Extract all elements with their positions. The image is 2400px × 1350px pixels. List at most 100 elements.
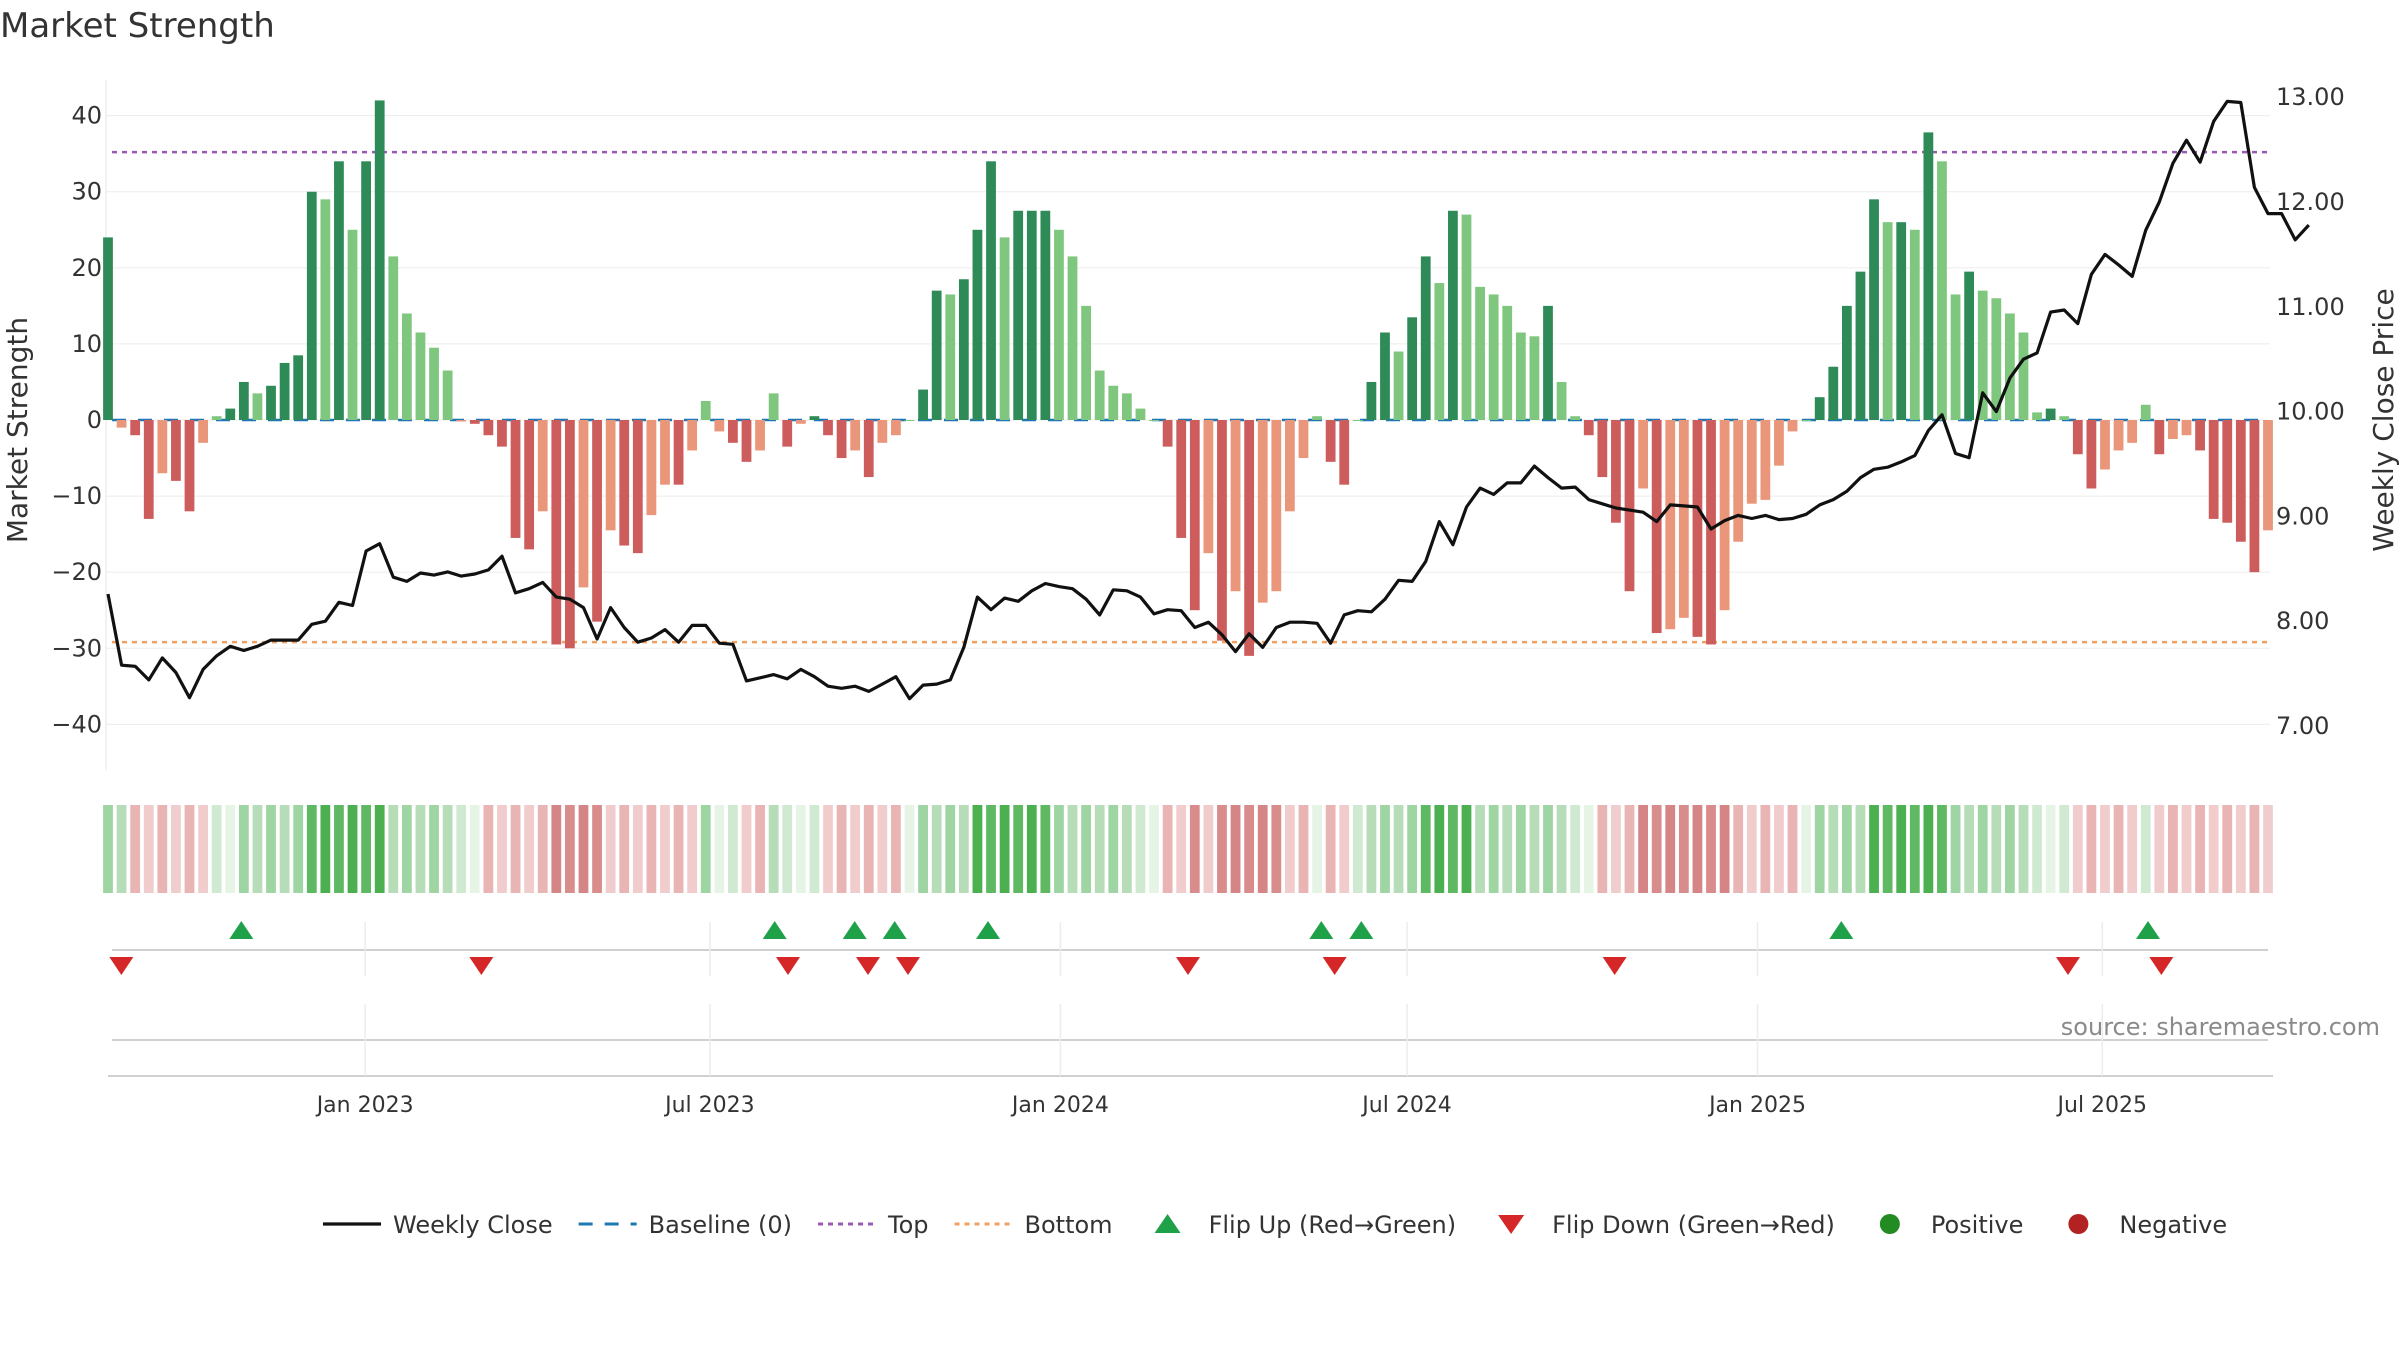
strip-cell: [537, 805, 548, 893]
strip-cell: [687, 805, 698, 893]
legend-label: Baseline (0): [649, 1211, 792, 1239]
strip-cell: [836, 805, 847, 893]
strength-bar: [1149, 420, 1159, 421]
strip-cell: [1964, 805, 1975, 893]
strip-cell: [1067, 805, 1078, 893]
strip-cell: [238, 805, 249, 893]
strip-cell: [592, 805, 602, 893]
strength-bar: [945, 294, 956, 420]
strip-cell: [1271, 805, 1282, 893]
strength-bar: [578, 420, 589, 588]
strength-bar: [1950, 294, 1961, 420]
strip-cell: [2113, 805, 2124, 893]
strength-bar: [361, 161, 372, 420]
x-axis: Jan 2023 Jul 2023 Jan 2024 Jul 2024 Jan 2025…: [108, 922, 2273, 1118]
strip-cell: [1896, 805, 1907, 893]
strength-bar: [1665, 420, 1676, 630]
strength-bar: [143, 420, 154, 519]
strip-cell: [497, 805, 507, 893]
strip-cell: [1325, 805, 1336, 893]
strip-cell: [1841, 805, 1852, 893]
y2-axis-title: Weekly Close Price: [2367, 288, 2400, 551]
strength-bar: [918, 389, 928, 420]
strip-cell: [2208, 805, 2219, 893]
strip-cell: [945, 805, 956, 893]
strip-cell: [1040, 805, 1051, 893]
strip-cell: [442, 805, 453, 893]
strip-cell: [755, 805, 765, 893]
strength-bar: [1257, 420, 1268, 603]
strength-bar: [1909, 229, 1920, 420]
flip-down-marker: [1322, 957, 1347, 975]
strip-cell: [1149, 805, 1159, 893]
strip-cell: [741, 805, 752, 893]
strength-bar: [700, 400, 711, 420]
strength-bars: [103, 100, 2273, 656]
strip-cell: [632, 805, 643, 893]
strength-bar: [1271, 420, 1282, 592]
strip-cell: [1448, 805, 1458, 893]
legend-label: Flip Up (Red→Green): [1209, 1211, 1457, 1239]
strip-cell: [605, 805, 616, 893]
strip-cell: [958, 805, 969, 893]
strip-cell: [2154, 805, 2165, 893]
strip-cell: [1814, 805, 1825, 893]
strip-cell: [564, 805, 575, 893]
flip-down-marker: [2056, 957, 2080, 975]
strength-bar: [1502, 305, 1513, 420]
x-tick-label: Jan 2025: [1707, 1093, 1806, 1118]
strip-cell: [1284, 805, 1295, 893]
flip-up-marker: [2136, 921, 2160, 939]
strength-bar: [1121, 393, 1132, 420]
strip-cell: [1026, 805, 1037, 893]
legend-negative-icon: [2068, 1214, 2089, 1234]
strength-bar: [1692, 420, 1703, 637]
strip-cell: [1570, 805, 1581, 893]
strength-bar: [714, 420, 725, 432]
y-tick-label: −40: [51, 710, 102, 738]
strength-bar: [1543, 305, 1553, 420]
strength-bar: [1176, 420, 1187, 538]
legend-label: Weekly Close: [393, 1211, 553, 1239]
strength-bar: [1312, 416, 1322, 420]
strip-cell: [1434, 805, 1445, 893]
strength-bar: [1882, 222, 1893, 420]
strip-cell: [1081, 805, 1092, 893]
strength-bar: [1570, 416, 1581, 420]
strip-cell: [1760, 805, 1771, 893]
strength-bar: [184, 420, 195, 512]
strip-cell: [401, 805, 412, 893]
strength-bar: [1855, 271, 1866, 420]
strength-bar: [863, 420, 874, 478]
strip-cell: [1244, 805, 1255, 893]
strip-cell: [143, 805, 154, 893]
strength-bar: [1461, 214, 1472, 420]
strength-bar: [1094, 370, 1105, 420]
strip-cell: [510, 805, 521, 893]
strength-bar: [1026, 210, 1037, 420]
strength-bar: [1515, 332, 1526, 420]
y-tick-label: 30: [71, 178, 102, 206]
strength-bar: [2181, 420, 2192, 436]
strength-bar: [809, 416, 820, 420]
strip-cell: [673, 805, 684, 893]
strip-cell: [1203, 805, 1214, 893]
strip-cell: [1583, 805, 1594, 893]
strip-cell: [850, 805, 861, 893]
strip-cell: [931, 805, 942, 893]
strip-cell: [1909, 805, 1920, 893]
strength-bar: [1067, 256, 1078, 420]
strip-cell: [1638, 805, 1648, 893]
strength-bar: [1325, 420, 1336, 462]
strength-bar: [1746, 420, 1757, 504]
strip-cell: [1624, 805, 1635, 893]
strip-cell: [1678, 805, 1689, 893]
x-tick-label: Jan 2023: [315, 1093, 414, 1118]
strength-bar: [1706, 420, 1716, 645]
strength-bar: [931, 290, 942, 420]
y2-tick-label: 7.00: [2276, 712, 2329, 740]
strength-bar: [2168, 420, 2178, 440]
strength-bar: [972, 229, 983, 420]
strip-cell: [1855, 805, 1866, 893]
strength-bar: [524, 420, 535, 550]
